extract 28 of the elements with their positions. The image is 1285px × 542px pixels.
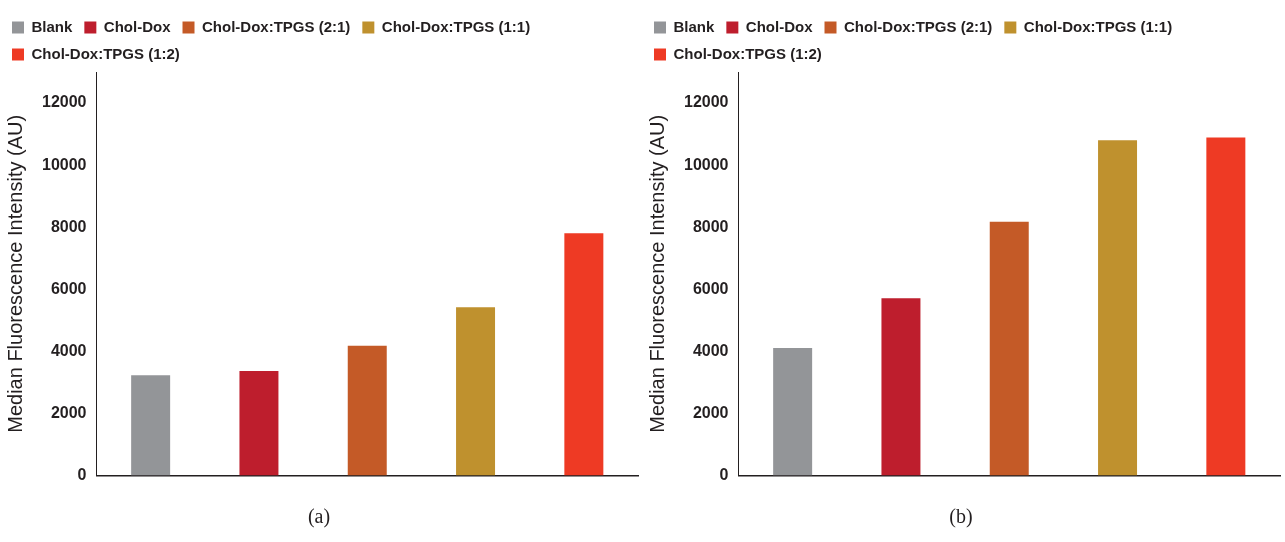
y-tick-label: 8000 <box>692 217 729 235</box>
y-tick-label: 10000 <box>41 155 87 173</box>
y-tick-label: 8000 <box>50 217 87 235</box>
y-axis-title: Median Fluorescence Intensity (AU) <box>645 114 668 433</box>
y-tick-label: 10000 <box>683 155 729 173</box>
y-tick-label: 2000 <box>50 403 87 421</box>
y-tick-label: 4000 <box>692 341 729 359</box>
legend-label: Blank <box>31 17 73 35</box>
legend-label: Chol-Dox <box>745 17 814 35</box>
y-tick-label: 6000 <box>50 279 87 297</box>
y-axis-title: Median Fluorescence Intensity (AU) <box>3 114 26 433</box>
legend-label: Chol-Dox:TPGS (2:1) <box>202 17 351 35</box>
y-tick-label: 4000 <box>50 341 87 359</box>
legend-label: Chol-Dox:TPGS (1:2) <box>31 44 180 62</box>
legend-label: Blank <box>673 17 715 35</box>
legend-label: Chol-Dox:TPGS (1:1) <box>381 17 531 35</box>
legend-label: Chol-Dox:TPGS (2:1) <box>844 17 993 35</box>
y-tick-label: 6000 <box>692 279 729 297</box>
legend-label: Chol-Dox:TPGS (1:1) <box>1023 17 1173 35</box>
text: (a) <box>307 505 331 529</box>
legend-label: Chol-Dox:TPGS (1:2) <box>673 44 822 62</box>
text: (b) <box>949 505 973 529</box>
y-tick-label: 12000 <box>683 93 729 111</box>
legend-label: Chol-Dox <box>103 17 172 35</box>
y-tick-label: 0 <box>719 466 729 484</box>
y-tick-label: 0 <box>77 466 87 484</box>
y-tick-label: 12000 <box>41 93 87 111</box>
y-tick-label: 2000 <box>692 403 729 421</box>
